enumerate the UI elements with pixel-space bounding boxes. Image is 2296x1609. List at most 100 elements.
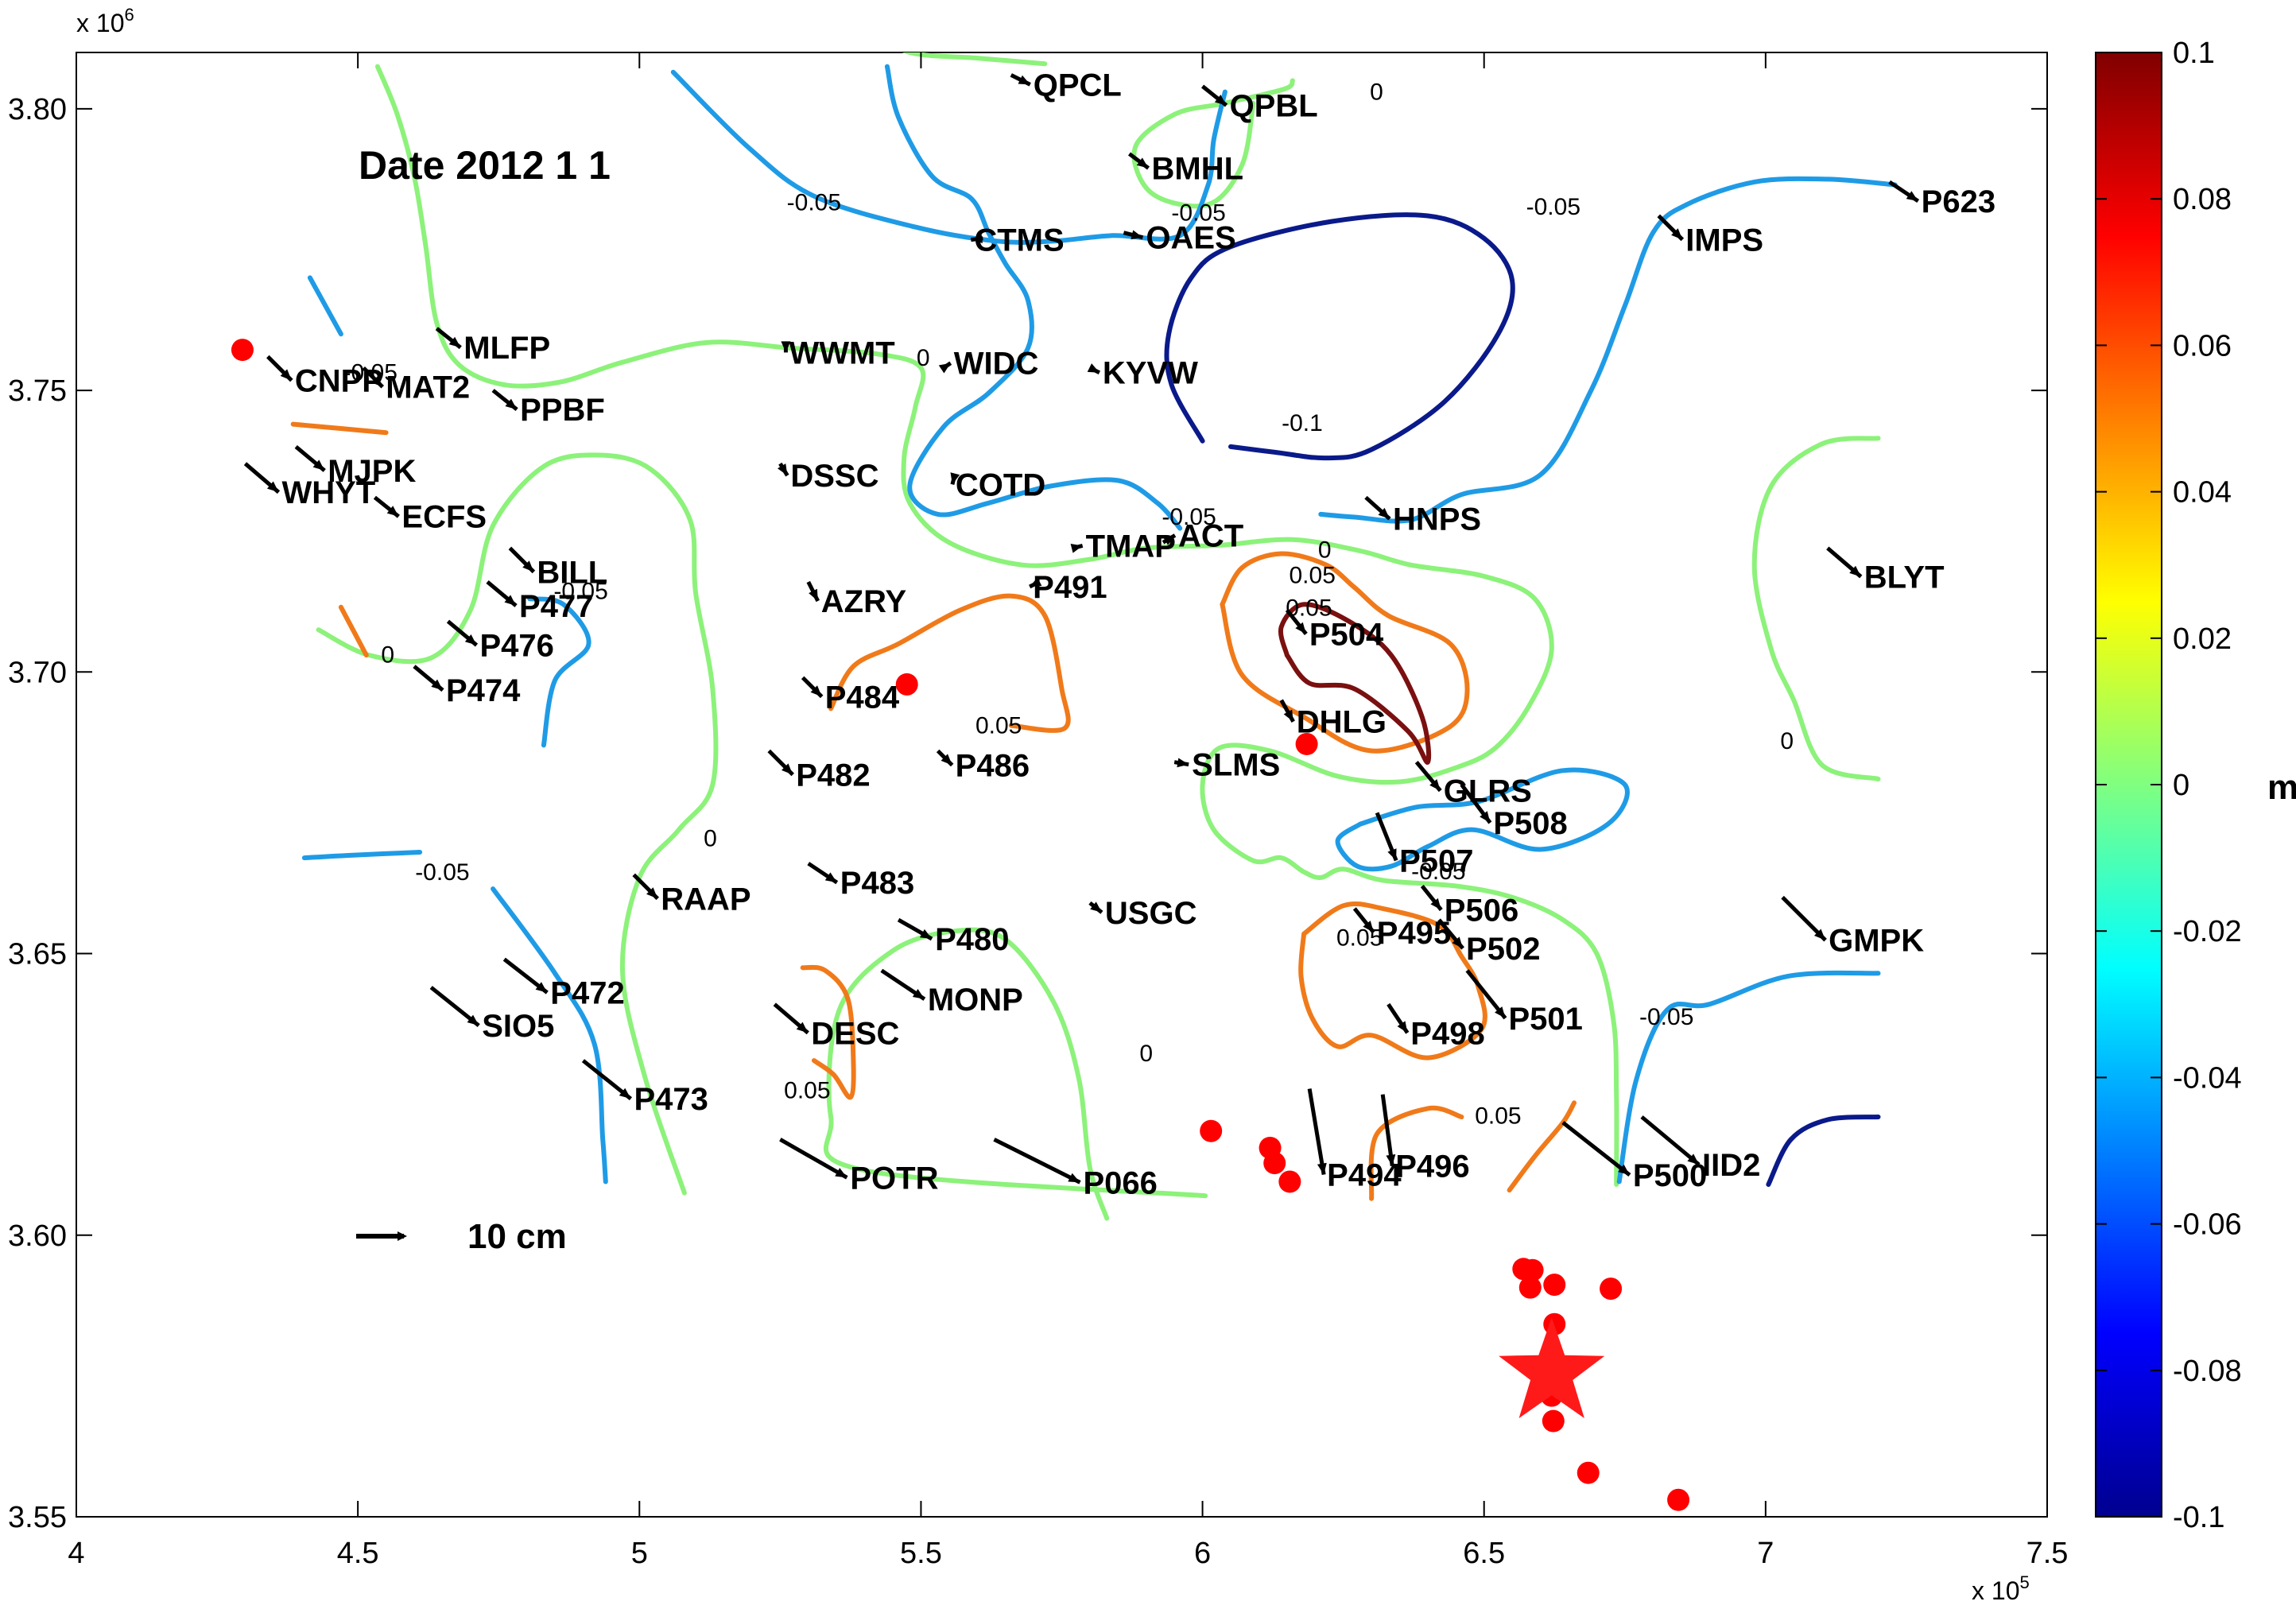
y-tick-label-4: 3.75 [8, 374, 67, 408]
contour-line-6 [670, 69, 1228, 245]
contour-label-14: 0 [1780, 728, 1794, 754]
contour-line-9 [307, 275, 343, 337]
station-label-bill: BILL [537, 555, 607, 590]
colorbar-tick-label-8: -0.06 [2173, 1208, 2242, 1242]
station-arrow-p508 [1460, 783, 1492, 824]
contour-label-12: 0 [381, 642, 394, 668]
station-arrow-p623 [1888, 180, 1920, 204]
station-arrow-p507 [1375, 812, 1398, 862]
earthquake-event-16 [1667, 1488, 1690, 1511]
station-label-p486: P486 [956, 748, 1030, 783]
contour-label-1: -0.05 [787, 189, 841, 215]
station-label-widc: WIDC [954, 347, 1039, 382]
station-label-p474: P474 [446, 673, 521, 708]
contour-line-19 [828, 593, 1071, 733]
station-arrow-p501 [1465, 969, 1507, 1020]
earthquake-event-1 [895, 673, 918, 696]
station-arrow-p491 [1029, 577, 1042, 589]
colorbar-tick-label-10: -0.1 [2173, 1501, 2224, 1534]
station-label-whyt: WHYT [281, 475, 375, 510]
station-arrow-p486 [936, 749, 954, 767]
x-tick-label-0: 4 [68, 1537, 84, 1570]
x-tick-label-6: 7 [1757, 1537, 1774, 1570]
station-label-p501: P501 [1508, 1002, 1582, 1037]
station-label-raap: RAAP [661, 882, 750, 917]
contour-label-13: 0.05 [975, 713, 1022, 739]
station-label-p506: P506 [1445, 894, 1518, 929]
earthquake-event-3 [1200, 1119, 1223, 1142]
contour-line-3 [316, 452, 719, 1196]
contour-line-16 [1766, 1115, 1881, 1187]
contour-line-2 [1131, 78, 1295, 209]
contour-label-18: 0.05 [1336, 925, 1383, 952]
contour-label-9: 0.05 [1289, 562, 1335, 588]
colorbar-unit-label: m [2267, 768, 2296, 807]
station-arrow-wwmt [781, 341, 791, 353]
station-arrow-gmpk [1781, 895, 1827, 942]
contour-label-22: 0.05 [1475, 1103, 1521, 1130]
station-label-p484: P484 [825, 680, 900, 715]
colorbar-tick-label-5: 0 [2173, 769, 2189, 802]
station-label-ecfs: ECFS [401, 500, 487, 535]
station-arrow-dssc [778, 462, 789, 477]
station-label-mat2: MAT2 [386, 370, 470, 405]
station-label-p508: P508 [1493, 806, 1567, 841]
contour-label-2: -0.05 [1526, 194, 1580, 220]
station-arrow-p500 [1561, 1121, 1631, 1177]
station-label-p472: P472 [550, 976, 624, 1011]
contour-line-14 [1616, 970, 1881, 1184]
station-label-desc: DESC [811, 1016, 899, 1051]
axis-layer: 4 4.5 5 5.5 6 6.5 7 7.5 3.55 3.60 3.65 3.70 3.75 3.80 [8, 52, 2068, 1570]
station-label-potr: POTR [850, 1161, 938, 1196]
station-arrow-p473 [581, 1059, 633, 1101]
earthquake-event-6 [1278, 1170, 1301, 1193]
station-arrow-potr [779, 1138, 848, 1180]
contour-label-15: 0 [704, 825, 717, 851]
station-label-bmhl: BMHL [1151, 152, 1243, 187]
station-label-cotd: COTD [956, 467, 1045, 502]
station-label-qpbl: QPBL [1230, 89, 1318, 124]
station-label-mlfp: MLFP [463, 331, 550, 366]
x-axis-multiplier: x 105 [1972, 1572, 2030, 1605]
station-arrow-p476 [446, 619, 479, 647]
station-arrow-ppbf [491, 389, 518, 412]
station-arrow-p483 [807, 862, 839, 885]
station-label-layer: QPCL QPBL BMHL CTMS OAES IMPS P623 WWMT WIDC KYVW… [281, 68, 1995, 1200]
station-arrow-p502 [1437, 918, 1464, 950]
station-label-p483: P483 [840, 866, 914, 901]
station-arrow-hnps [1364, 495, 1391, 521]
mainshock-star [1499, 1317, 1605, 1418]
station-arrow-ecfs [373, 495, 400, 518]
contour-line-13 [1335, 767, 1630, 872]
arrow-layer [243, 73, 1920, 1184]
contour-label-20: 0 [1139, 1041, 1153, 1067]
station-label-ctms: CTMS [974, 223, 1064, 258]
contour-label-6: -0.1 [1282, 410, 1323, 436]
station-arrow-p506 [1420, 884, 1443, 912]
station-arrow-qpbl [1201, 84, 1228, 107]
scale-arrow [356, 1231, 407, 1241]
station-arrow-tmap [1070, 544, 1084, 553]
station-label-p066: P066 [1084, 1165, 1158, 1200]
event-layer [231, 339, 1690, 1511]
y-tick-label-0: 3.55 [8, 1501, 67, 1534]
station-label-p480: P480 [935, 922, 1009, 957]
station-label-p507: P507 [1399, 843, 1473, 878]
colorbar-tick-label-4: 0.02 [2173, 622, 2232, 656]
contour-line-1 [902, 52, 1048, 67]
station-label-kyvw: KYVW [1103, 356, 1198, 391]
station-arrow-act [1162, 533, 1177, 545]
contour-line-21 [800, 964, 856, 1100]
station-arrow-p498 [1387, 1002, 1410, 1034]
station-arrow-p495 [1352, 907, 1375, 934]
x-tick-label-5: 6.5 [1463, 1537, 1505, 1570]
station-arrow-dhlg [1279, 699, 1295, 723]
earthquake-event-15 [1577, 1461, 1600, 1484]
contour-line-20 [1220, 551, 1470, 754]
station-arrow-desc [773, 1002, 809, 1035]
contour-label-3: -0.05 [1171, 200, 1225, 226]
earthquake-event-5 [1263, 1152, 1286, 1175]
station-arrow-p474 [413, 665, 444, 692]
contour-label-8: 0 [1318, 537, 1332, 564]
colorbar-tick-label-0: 0.1 [2173, 37, 2215, 70]
